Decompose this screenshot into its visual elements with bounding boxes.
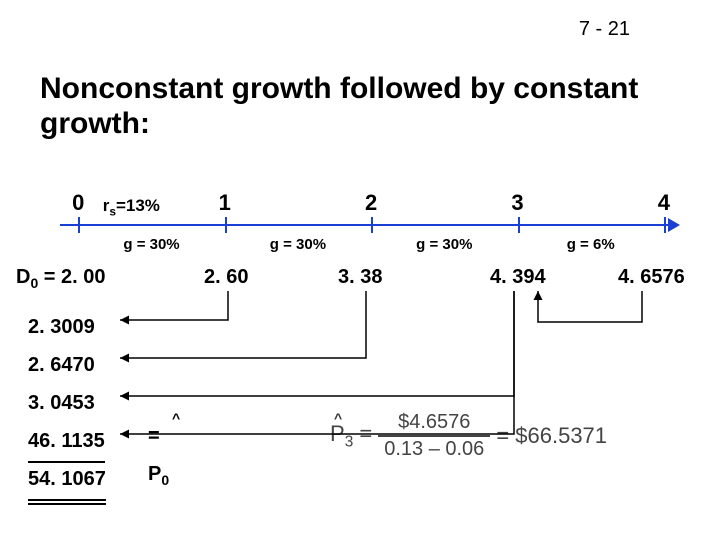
fraction-bar-icon	[378, 435, 490, 437]
p3-denominator: 0.13 – 0.06	[378, 439, 490, 460]
timeline-axis	[60, 224, 670, 226]
tick-0	[78, 217, 80, 233]
tick-label-0: 0	[72, 190, 84, 216]
tick-label-2: 2	[365, 190, 377, 216]
pv-1: 2. 3009	[28, 316, 95, 338]
slide-title: Nonconstant growth followed by constant …	[40, 72, 680, 141]
growth-label-3: g = 6%	[567, 236, 615, 253]
tick-label-3: 3	[511, 190, 523, 216]
tick-1	[225, 217, 227, 233]
growth-label-0: g = 30%	[123, 236, 179, 253]
growth-label-2: g = 30%	[416, 236, 472, 253]
p3-result: = $66.5371	[496, 423, 607, 449]
page-number: 7 - 21	[579, 18, 630, 41]
p0-hat-icon: ^	[172, 405, 180, 432]
tick-3	[518, 217, 520, 233]
tick-4	[664, 217, 666, 233]
present-value-list: 2. 3009 2. 6470 3. 0453 46. 1135 54. 106…	[28, 308, 106, 498]
pv-4: 46. 1135	[28, 422, 105, 463]
dividend-3: 4. 394	[490, 266, 546, 289]
p3-numerator: $4.6576	[392, 412, 476, 433]
timeline: 0 1 2 3 4 rs=13% g = 30% g = 30% g = 30%…	[60, 182, 670, 272]
dividend-row: D0 = 2. 00 2. 60 3. 38 4. 394 4. 6576	[0, 266, 720, 294]
terminal-value-formula: ^ P3 = $4.6576 0.13 – 0.06 = $66.5371	[330, 412, 690, 460]
tick-2	[371, 217, 373, 233]
dividend-2: 3. 38	[338, 266, 382, 289]
dividend-4: 4. 6576	[618, 266, 685, 289]
dividend-1: 2. 60	[204, 266, 248, 289]
p3-hat-icon: ^	[334, 410, 342, 426]
growth-label-1: g = 30%	[270, 236, 326, 253]
tick-label-1: 1	[219, 190, 231, 216]
timeline-arrowhead-icon	[668, 218, 680, 232]
discount-rate-label: rs=13%	[103, 196, 160, 218]
pv-3: 3. 0453	[28, 392, 95, 414]
p0-equals: ^ = P0	[148, 417, 169, 494]
d0-label: D0 = 2. 00	[16, 266, 106, 291]
p3-fraction: $4.6576 0.13 – 0.06	[378, 412, 490, 460]
pv-total: 54. 1067	[28, 460, 106, 498]
pv-2: 2. 6470	[28, 354, 95, 376]
tick-label-4: 4	[658, 190, 670, 216]
